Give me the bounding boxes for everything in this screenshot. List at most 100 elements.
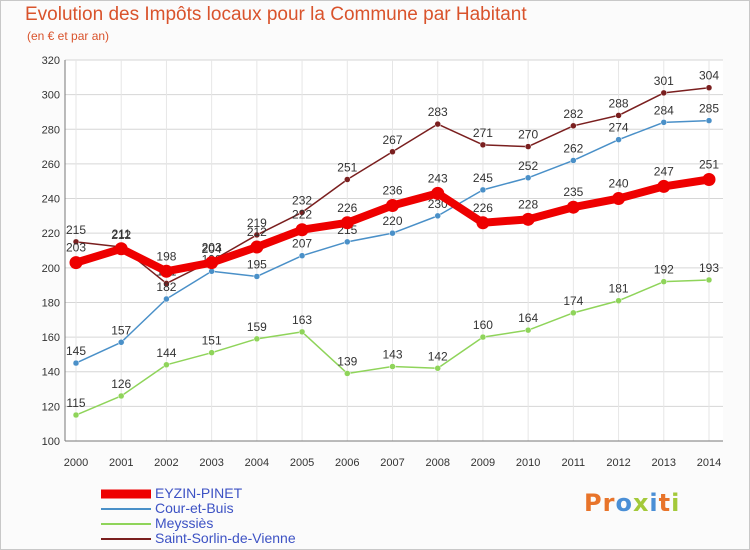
chart-subtitle: (en € et par an): [27, 29, 110, 43]
data-label: 243: [428, 171, 448, 185]
data-label: 142: [428, 349, 448, 363]
data-label: 251: [337, 160, 357, 174]
y-tick-label: 260: [42, 159, 60, 171]
x-tick-label: 2005: [290, 457, 314, 469]
data-label: 270: [518, 128, 538, 142]
data-label: 226: [337, 201, 357, 215]
data-point: [570, 309, 577, 317]
data-point: [295, 223, 309, 237]
data-point: [344, 370, 351, 377]
legend-label: Saint-Sorlin-de-Vienne: [155, 530, 296, 546]
data-point: [298, 252, 306, 259]
data-label: 203: [66, 241, 86, 255]
data-point: [479, 333, 487, 341]
data-label: 226: [473, 201, 493, 215]
legend-swatch: [101, 489, 151, 499]
x-tick-label: 2004: [245, 457, 269, 469]
data-point: [117, 392, 125, 400]
logo-letter: i: [649, 489, 659, 517]
data-point: [524, 326, 532, 334]
data-point: [114, 242, 128, 256]
data-point: [386, 198, 399, 212]
y-tick-label: 180: [42, 297, 60, 309]
data-point: [479, 186, 487, 194]
proxiti-logo: Proxiti: [584, 489, 680, 517]
data-label: 204: [202, 242, 222, 256]
data-label: 151: [202, 334, 222, 348]
data-label: 159: [247, 320, 267, 334]
data-point: [253, 231, 261, 239]
data-label: 211: [112, 227, 131, 241]
data-label: 139: [337, 354, 357, 368]
data-label: 212: [247, 225, 267, 239]
x-tick-label: 2008: [425, 457, 449, 469]
data-label: 283: [428, 105, 448, 119]
x-tick-label: 2010: [516, 457, 540, 469]
data-point: [705, 276, 713, 284]
data-label: 271: [473, 126, 493, 140]
data-label: 301: [654, 74, 674, 88]
data-point: [660, 119, 668, 126]
data-point: [660, 278, 668, 285]
data-point: [434, 212, 441, 220]
plot-area: [65, 60, 723, 441]
data-point: [476, 216, 490, 230]
data-point: [163, 361, 170, 369]
data-point: [389, 229, 396, 237]
data-point: [208, 268, 215, 275]
data-label: 284: [654, 103, 674, 117]
data-label: 163: [292, 313, 312, 327]
data-label: 267: [382, 133, 402, 147]
logo-letter: i: [671, 489, 681, 517]
data-point: [344, 176, 351, 183]
data-label: 247: [654, 164, 674, 178]
data-label: 157: [111, 323, 131, 337]
data-point: [657, 179, 671, 193]
data-point: [208, 349, 215, 356]
data-point: [389, 363, 396, 370]
x-tick-label: 2000: [64, 457, 88, 469]
x-tick-label: 2014: [697, 457, 721, 469]
data-label: 304: [699, 69, 719, 83]
data-point: [159, 264, 173, 278]
data-point: [72, 238, 80, 246]
data-label: 219: [247, 216, 267, 230]
legend-swatch: [101, 523, 151, 525]
x-tick-label: 2003: [199, 457, 223, 469]
data-label: 245: [473, 171, 493, 185]
data-point: [253, 335, 261, 343]
data-label: 160: [473, 318, 493, 332]
x-tick-label: 2002: [154, 457, 178, 469]
data-point: [72, 359, 80, 367]
data-label: 228: [518, 197, 538, 211]
data-label: 164: [518, 311, 538, 325]
data-point: [615, 297, 622, 304]
data-label: 198: [156, 249, 176, 263]
data-label: 235: [563, 185, 583, 199]
legend-swatch: [101, 508, 151, 510]
x-tick-label: 2009: [471, 457, 495, 469]
data-label: 174: [563, 294, 583, 308]
data-point: [570, 122, 577, 130]
data-label: 240: [609, 177, 629, 191]
x-tick-label: 2007: [380, 457, 404, 469]
logo-letter: P: [584, 489, 603, 517]
data-label: 288: [609, 96, 629, 110]
data-label: 195: [247, 257, 267, 271]
data-point: [253, 273, 261, 280]
data-label: 203: [202, 241, 222, 255]
data-point: [660, 89, 668, 97]
data-point: [298, 328, 306, 336]
data-point: [163, 295, 170, 303]
logo-letter: x: [632, 489, 650, 517]
data-point: [615, 136, 622, 143]
data-point: [117, 339, 125, 346]
data-label: 251: [699, 157, 719, 171]
data-point: [612, 192, 626, 206]
data-label: 126: [111, 377, 131, 391]
data-label: 232: [292, 193, 312, 207]
y-tick-label: 240: [42, 194, 60, 206]
data-label: 144: [156, 346, 176, 360]
y-tick-label: 100: [42, 436, 60, 448]
